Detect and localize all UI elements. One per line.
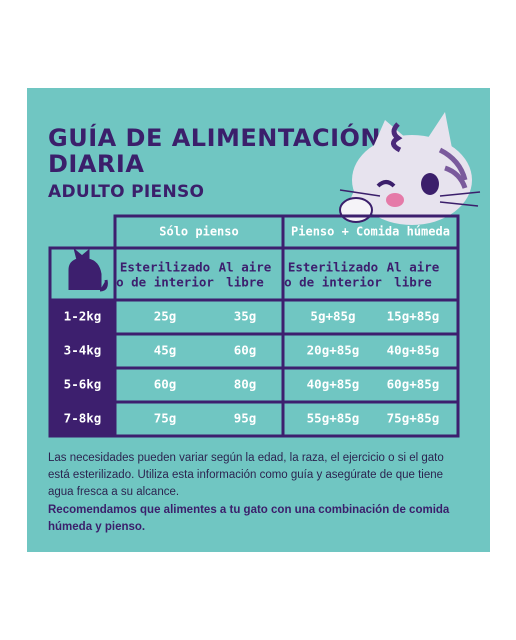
cell-value: 20g+85g <box>307 343 360 358</box>
row-label-cell <box>50 402 115 436</box>
cell-value: 80g <box>234 377 257 392</box>
cell-value: 25g <box>154 309 177 324</box>
cell-value: 75g+85g <box>387 411 440 426</box>
column-header: libre <box>226 275 264 290</box>
column-header: Al aire <box>387 260 440 275</box>
row-label-cell <box>50 334 115 368</box>
row-label: 5-6kg <box>64 377 102 392</box>
cat-icon <box>68 247 108 292</box>
column-header: o de interior <box>284 275 382 290</box>
cell-value: 40g+85g <box>387 343 440 358</box>
title: DIARIA <box>48 150 145 178</box>
cell-value: 95g <box>234 411 257 426</box>
cell-value: 55g+85g <box>307 411 360 426</box>
group-header: Sólo pienso <box>159 225 238 239</box>
row-label: 7-8kg <box>64 411 102 426</box>
column-header: Esterilizado <box>288 260 378 275</box>
row-label-cell <box>50 300 115 334</box>
subtitle: ADULTO PIENSO <box>48 182 205 202</box>
row-label: 1-2kg <box>64 309 102 324</box>
column-header: Al aire <box>219 260 272 275</box>
row-label: 3-4kg <box>64 343 102 358</box>
cell-value: 5g+85g <box>310 309 355 324</box>
cell-value: 60g+85g <box>387 377 440 392</box>
group-header: Pienso + Comida húmeda <box>291 225 450 239</box>
cell-value: 45g <box>154 343 177 358</box>
column-header: Esterilizado <box>120 260 210 275</box>
cell-value: 35g <box>234 309 257 324</box>
cell-value: 60g <box>154 377 177 392</box>
row-label-cell <box>50 368 115 402</box>
column-header: libre <box>394 275 432 290</box>
cell-value: 40g+85g <box>307 377 360 392</box>
column-header: o de interior <box>116 275 214 290</box>
cell-value: 60g <box>234 343 257 358</box>
cell-value: 15g+85g <box>387 309 440 324</box>
title: GUÍA DE ALIMENTACIÓN <box>48 124 381 152</box>
cat-illustration <box>339 112 481 225</box>
recommendation: Recomendamos que alimentes a tu gato con… <box>48 504 450 533</box>
note: Las necesidades pueden variar según la e… <box>48 452 444 498</box>
cell-value: 75g <box>154 411 177 426</box>
